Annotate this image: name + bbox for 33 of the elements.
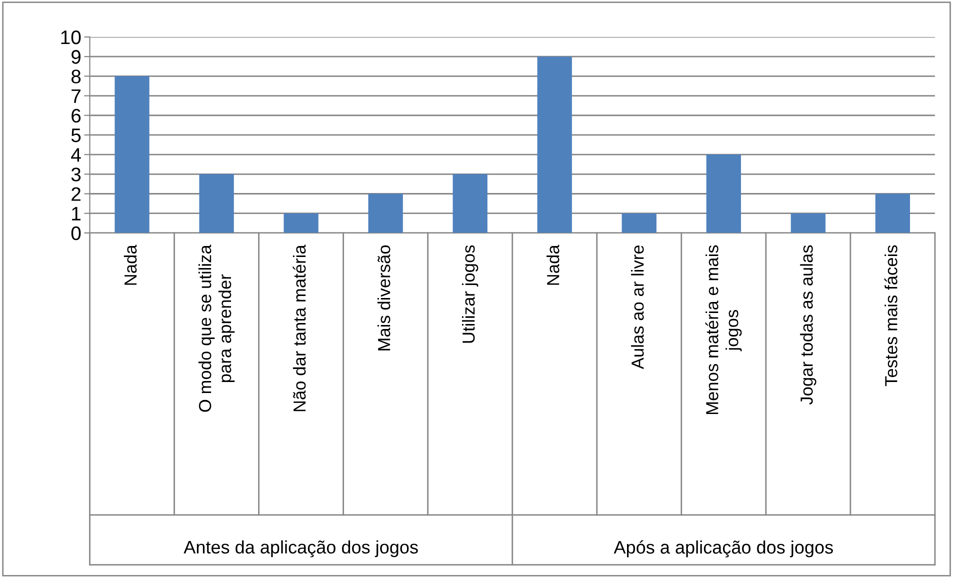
bar: [284, 213, 318, 233]
x-tick-label: Nada: [124, 244, 137, 285]
x-tick-label: Testes mais fáceis: [884, 245, 898, 386]
y-tick-label: 4: [71, 148, 81, 162]
y-tick-label: 9: [72, 50, 81, 64]
x-tick-label: Jogar todas as aulas: [800, 245, 816, 405]
x-tick-label: Utilizar jogos: [462, 245, 478, 343]
bar: [452, 174, 488, 233]
x-tick-label: Aulas ao ar livre: [631, 245, 644, 370]
bar: [537, 56, 572, 233]
x-tick-label: O modo que se utiliza para aprender: [198, 244, 235, 412]
bar: [199, 174, 234, 233]
y-tick-label: 1: [72, 207, 80, 220]
bar: [622, 213, 656, 233]
bar: [114, 76, 150, 233]
bar: [368, 194, 403, 233]
text: Após a aplicação dos jogos: [614, 540, 833, 558]
y-tick-label: 3: [71, 168, 81, 182]
y-tick-label: 10: [61, 30, 81, 44]
y-tick-label: 0: [71, 226, 81, 240]
x-tick-label: Menos matéria e mais jogos: [705, 245, 742, 414]
bar: [706, 154, 741, 233]
text: Antes da aplicação dos jogos: [184, 540, 418, 558]
bar: [875, 194, 910, 233]
y-tick-label: 8: [71, 70, 81, 84]
x-tick-label: Mais diversão: [377, 245, 390, 350]
x-tick-label: Nada: [546, 244, 560, 285]
y-tick-label: 2: [72, 187, 80, 201]
y-tick-label: 5: [71, 128, 81, 142]
y-tick-label: 7: [72, 89, 80, 103]
x-tick-label: Não dar tanta matéria: [292, 244, 306, 412]
bar: [790, 213, 826, 233]
y-tick-label: 6: [72, 108, 81, 123]
